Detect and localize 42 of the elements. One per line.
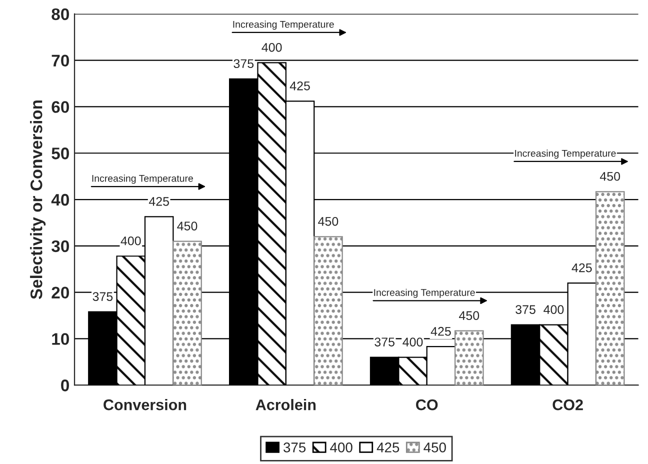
y-tick-label: 60 [52,101,69,113]
text: 450 [177,222,198,230]
legend-label: 375 [284,442,306,452]
text: 450 [459,311,480,320]
x-tick-label: Acrolein [256,399,316,410]
text: 425 [290,81,310,90]
text: 425 [430,326,451,336]
text: 425 [572,263,592,272]
annotation: Increasing Temperature [515,150,616,159]
text: 375 [516,305,536,314]
y-axis-title: Selectivity or Conversion [30,100,46,300]
text: 450 [600,172,620,181]
annotation: Increasing Temperature [233,20,334,30]
y-tick-label: 80 [52,8,69,20]
bar [172,240,202,386]
legend-label: 425 [376,442,400,452]
text: 400 [544,305,564,314]
bar [454,330,484,386]
text: 375 [92,292,113,301]
y-tick-label: 40 [51,194,69,206]
text: 450 [318,216,338,226]
text: 375 [374,338,394,346]
annotation: Increasing Temperature [374,288,475,298]
bar [314,236,343,386]
text: 400 [262,42,282,52]
annotation: Increasing Temperature [92,174,193,184]
text: 400 [402,338,423,346]
text: 400 [120,236,141,246]
text: 425 [148,197,169,206]
y-tick-label: 20 [52,286,69,299]
text: 375 [234,59,254,68]
y-tick-label: 70 [52,54,69,67]
x-tick-label: CO2 [552,399,583,410]
y-tick-label: 50 [52,148,69,160]
x-tick-label: Conversion [104,399,186,410]
y-tick-label: 0 [61,380,69,392]
y-tick-label: 30 [52,240,69,252]
bar [595,191,625,386]
y-tick-label: 10 [52,333,69,345]
legend-label: 400 [330,442,352,452]
legend-label: 450 [424,442,446,452]
x-tick-label: CO [416,399,438,410]
